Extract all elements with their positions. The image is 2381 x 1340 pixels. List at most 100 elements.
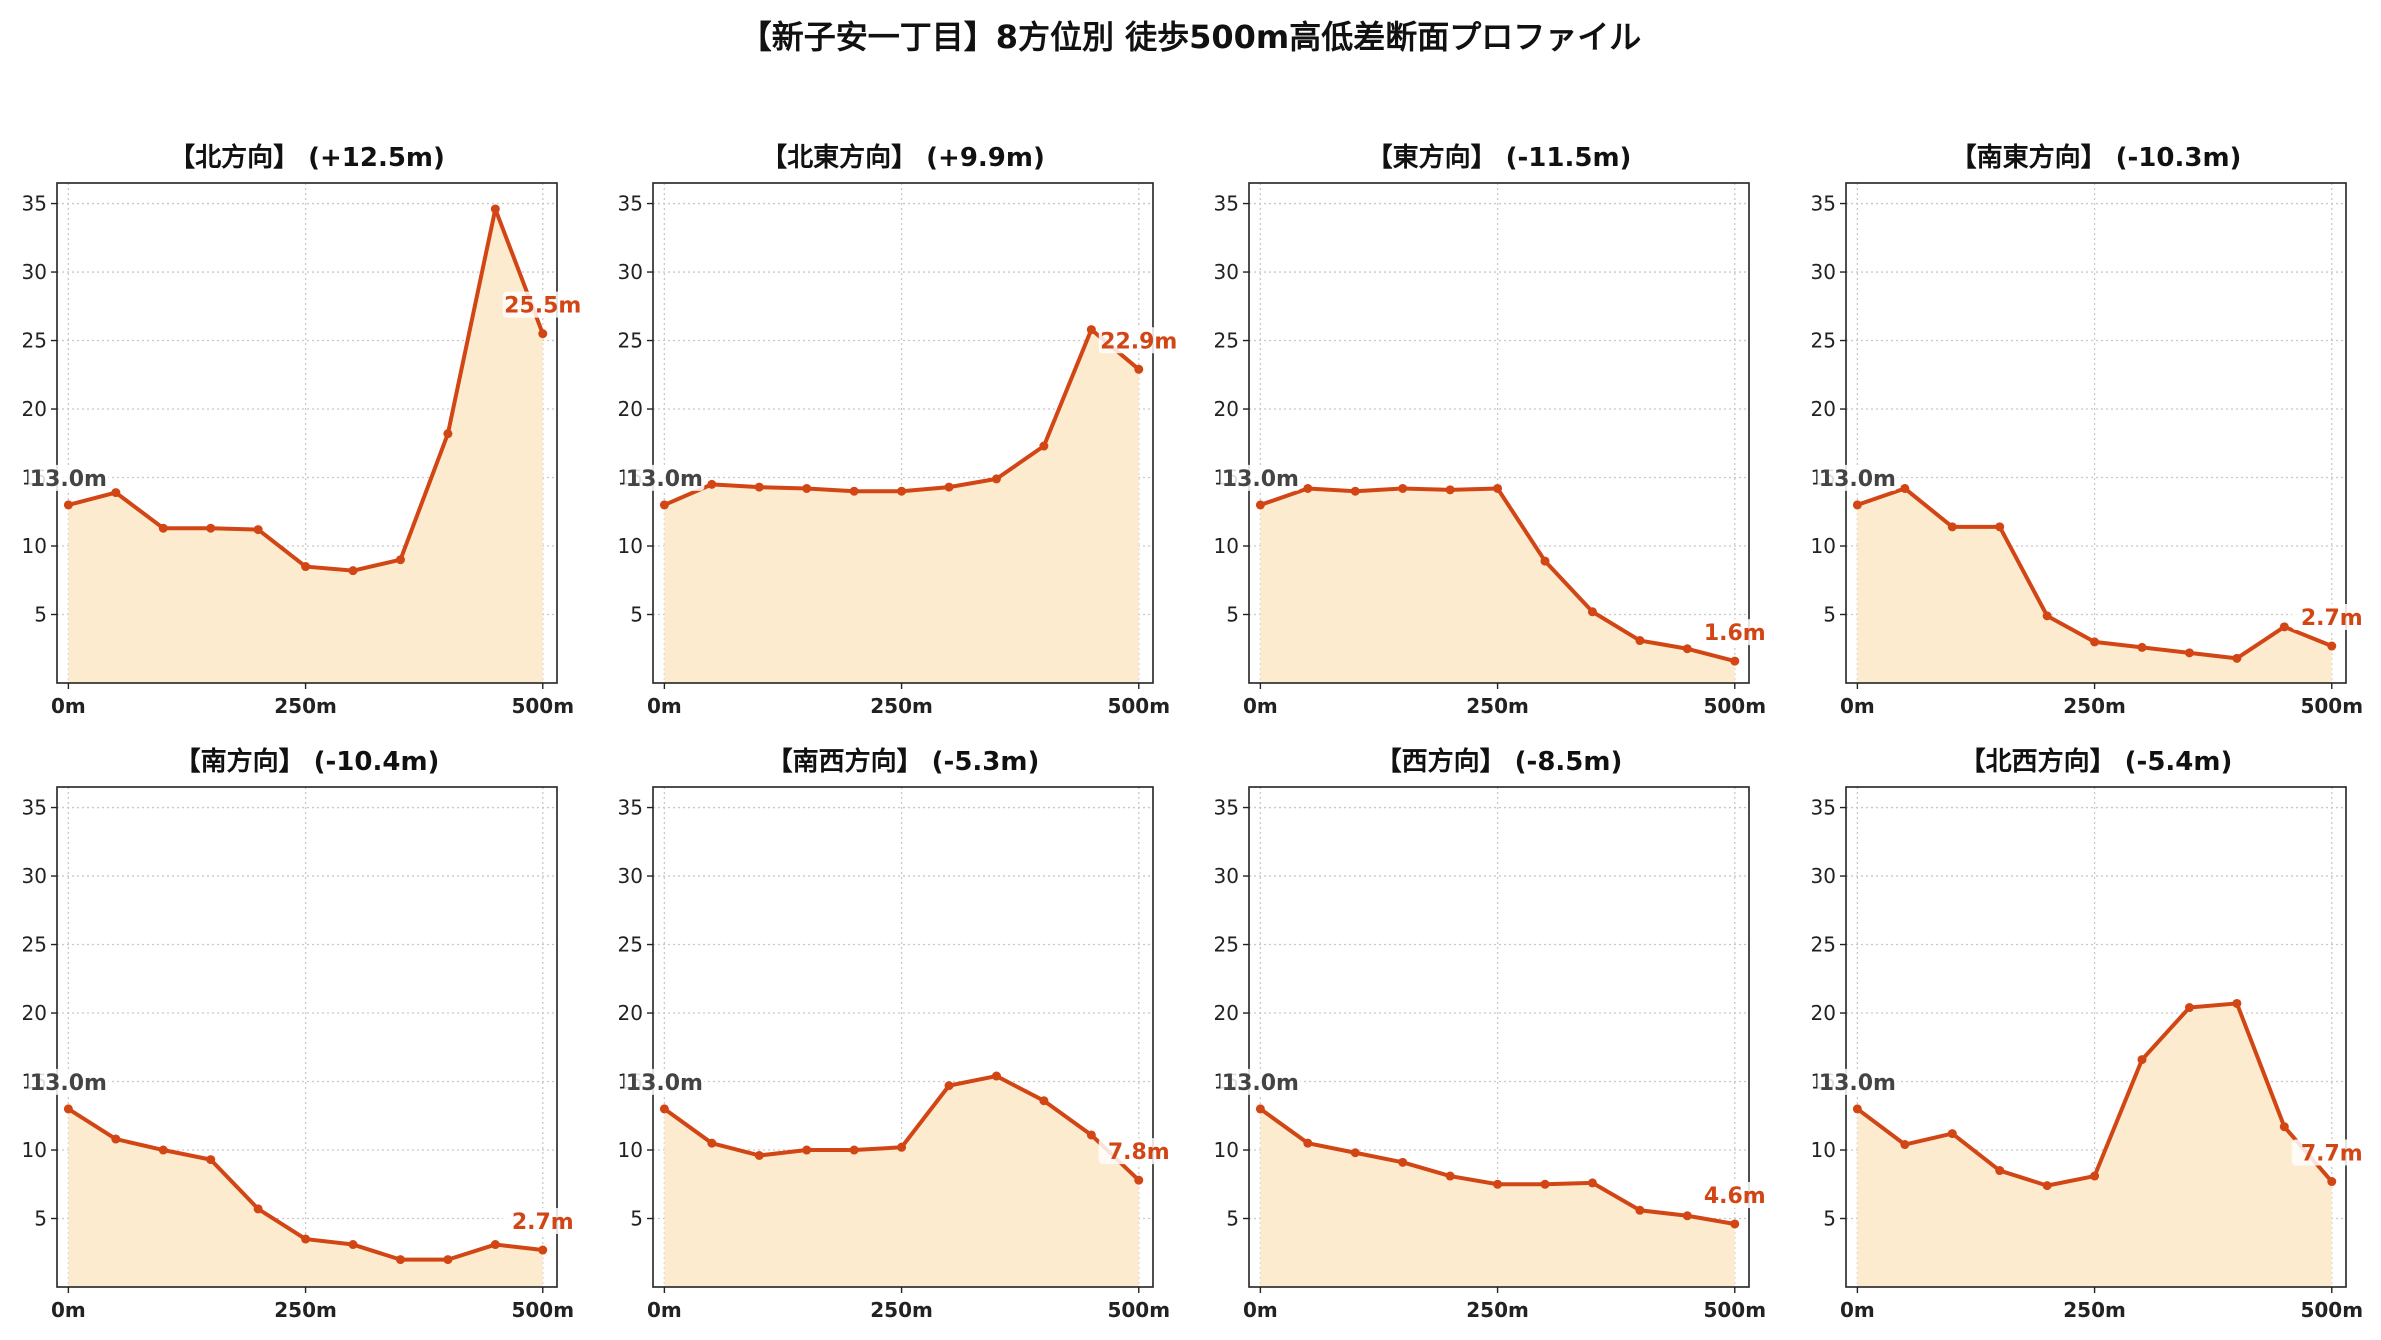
data-point (1587, 1178, 1597, 1188)
y-tick-label: 5 (1226, 603, 1239, 627)
end-elevation-label: 25.5m (504, 294, 581, 319)
chart-panel: 【東方向】 (-11.5m)51015202530350m250m500m13.… (1214, 142, 1775, 718)
data-point (2042, 611, 2052, 621)
y-tick-label: 30 (22, 260, 47, 284)
data-point (1682, 644, 1692, 654)
data-point (1995, 522, 2005, 532)
plot-frame (1248, 786, 1750, 1288)
plot-frame (1845, 786, 2347, 1288)
data-point (2327, 1177, 2337, 1187)
data-point (991, 1071, 1001, 1081)
plot-frame (56, 182, 558, 684)
y-tick-label: 30 (1811, 260, 1836, 284)
chart-title: 【北西方向】 (-5.4m) (1960, 746, 2233, 777)
start-elevation-label: 13.0m (626, 467, 703, 492)
data-point (158, 523, 168, 533)
x-tick-label: 250m (870, 694, 933, 718)
chart-panel: 【南方向】 (-10.4m)51015202530350m250m500m13.… (22, 746, 583, 1322)
y-tick-label: 20 (1214, 1001, 1239, 1025)
data-point (944, 1081, 954, 1091)
data-point (1730, 1219, 1740, 1229)
x-tick-label: 500m (1107, 694, 1170, 718)
data-point (1255, 500, 1265, 510)
y-tick-label: 5 (630, 1207, 643, 1231)
data-point (1730, 656, 1740, 666)
x-tick-label: 0m (1243, 1298, 1278, 1322)
end-elevation-label: 22.9m (1100, 329, 1177, 354)
elevation-area (1857, 488, 2332, 683)
y-tick-label: 10 (1811, 534, 1836, 558)
start-label-box (624, 1068, 705, 1095)
y-tick-label: 10 (1214, 534, 1239, 558)
data-point (1350, 1148, 1360, 1158)
data-point (802, 1145, 812, 1155)
x-tick-label: 500m (1703, 1298, 1766, 1322)
x-tick-label: 500m (511, 1298, 574, 1322)
data-point (2327, 641, 2337, 651)
data-point (1682, 1211, 1692, 1221)
y-tick-label: 30 (618, 864, 643, 888)
plot-frame (56, 786, 558, 1288)
data-point (1852, 1104, 1862, 1114)
chart-title: 【東方向】 (-11.5m) (1367, 142, 1632, 173)
x-tick-label: 0m (51, 1298, 86, 1322)
chart-title: 【西方向】 (-8.5m) (1376, 746, 1623, 777)
x-tick-label: 0m (647, 694, 682, 718)
data-point (1540, 1179, 1550, 1189)
data-point (1398, 483, 1408, 493)
y-tick-label: 25 (1811, 329, 1836, 353)
chart-panel: 【北東方向】 (+9.9m)51015202530350m250m500m13.… (618, 142, 1179, 718)
x-tick-label: 500m (2300, 694, 2363, 718)
page-title: 【新子安一丁目】8方位別 徒歩500m高低差断面プロファイル (739, 18, 1642, 56)
data-point (111, 488, 121, 498)
data-point (253, 525, 263, 535)
y-tick-label: 35 (1214, 192, 1239, 216)
data-point (2090, 1171, 2100, 1181)
data-point (1852, 500, 1862, 510)
y-tick-label: 35 (1214, 796, 1239, 820)
data-point (301, 562, 311, 572)
start-label-box (624, 464, 705, 491)
data-point (2279, 622, 2289, 632)
data-point (707, 479, 717, 489)
end-elevation-label: 2.7m (2301, 606, 2363, 631)
data-point (849, 486, 859, 496)
y-tick-label: 10 (22, 534, 47, 558)
start-elevation-label: 13.0m (30, 1071, 107, 1096)
start-label-box (28, 1068, 109, 1095)
data-point (1350, 486, 1360, 496)
elevation-area (68, 1108, 543, 1287)
y-tick-label: 20 (1811, 1001, 1836, 1025)
data-point (849, 1145, 859, 1155)
y-tick-label: 10 (1214, 1138, 1239, 1162)
data-point (2137, 1055, 2147, 1065)
end-label-box (1694, 1181, 1775, 1208)
end-label-box (502, 1208, 583, 1235)
data-point (1587, 607, 1597, 617)
data-point (897, 486, 907, 496)
data-point (158, 1145, 168, 1155)
start-elevation-label: 13.0m (1819, 467, 1896, 492)
y-tick-label: 30 (1214, 864, 1239, 888)
data-point (1635, 1205, 1645, 1215)
end-label-box (2291, 1139, 2372, 1166)
y-tick-label: 25 (22, 329, 47, 353)
data-point (111, 1134, 121, 1144)
y-tick-label: 10 (618, 1138, 643, 1162)
start-label-box (1817, 464, 1898, 491)
start-elevation-label: 13.0m (1819, 1071, 1896, 1096)
x-tick-label: 250m (274, 1298, 337, 1322)
end-elevation-label: 7.7m (2301, 1142, 2363, 1167)
data-point (253, 1204, 263, 1214)
data-point (1900, 483, 1910, 493)
end-label-box (2291, 604, 2372, 631)
y-tick-label: 10 (22, 1138, 47, 1162)
y-tick-label: 20 (22, 397, 47, 421)
data-point (659, 1104, 669, 1114)
y-tick-label: 35 (618, 796, 643, 820)
plot-frame (652, 786, 1154, 1288)
data-point (490, 204, 500, 214)
x-tick-label: 0m (1243, 694, 1278, 718)
data-point (443, 1255, 453, 1265)
data-point (443, 429, 453, 439)
